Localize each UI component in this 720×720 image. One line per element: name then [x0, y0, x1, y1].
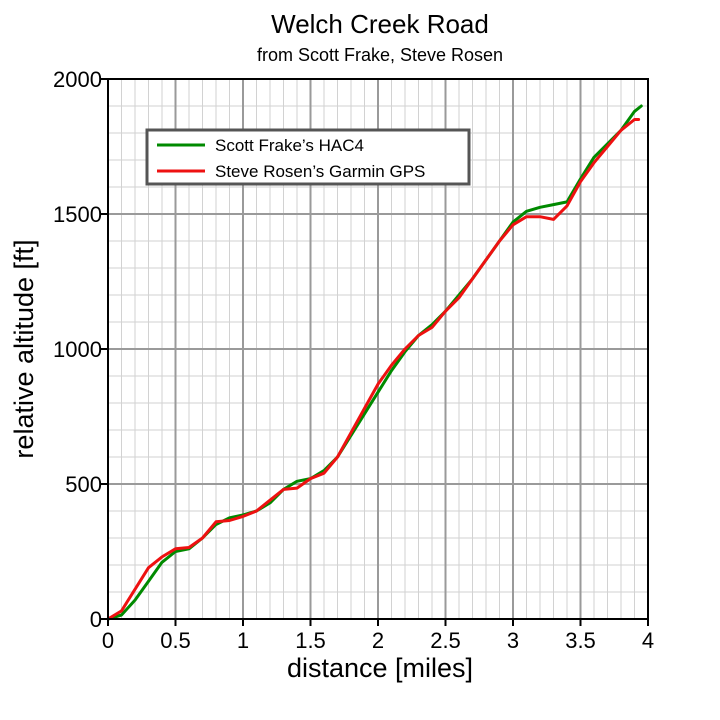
y-axis-label: relative altitude [ft]	[9, 239, 39, 458]
y-tick-label: 1500	[53, 202, 102, 227]
x-tick-label: 1.5	[295, 628, 326, 653]
y-tick-label: 0	[90, 607, 102, 632]
x-tick-label: 0.5	[160, 628, 191, 653]
x-tick-label: 1	[237, 628, 249, 653]
series-line-1	[106, 118, 641, 621]
x-tick-label: 0	[102, 628, 114, 653]
x-tick-label: 2.5	[430, 628, 461, 653]
legend-box	[145, 128, 471, 186]
legend-label-garmin: Steve Rosen’s Garmin GPS	[215, 162, 425, 181]
chart-title: Welch Creek Road	[271, 9, 489, 39]
x-tick-label: 3	[507, 628, 519, 653]
x-tick-label: 2	[372, 628, 384, 653]
legend-label-hac4: Scott Frake’s HAC4	[215, 136, 364, 155]
x-axis-label: distance [miles]	[287, 653, 473, 683]
y-tick-label: 1000	[53, 337, 102, 362]
chart-subtitle: from Scott Frake, Steve Rosen	[257, 45, 503, 65]
y-axis-ticks: 0 500 1000 1500 2000	[53, 67, 108, 632]
series-layer	[106, 104, 643, 621]
x-tick-label: 3.5	[565, 628, 596, 653]
y-tick-label: 500	[65, 472, 102, 497]
legend: Scott Frake’s HAC4 Steve Rosen’s Garmin …	[145, 128, 471, 186]
y-tick-label: 2000	[53, 67, 102, 92]
x-tick-label: 4	[642, 628, 654, 653]
x-axis-ticks: 0 0.5 1 1.5 2 2.5 3 3.5 4	[102, 619, 654, 653]
